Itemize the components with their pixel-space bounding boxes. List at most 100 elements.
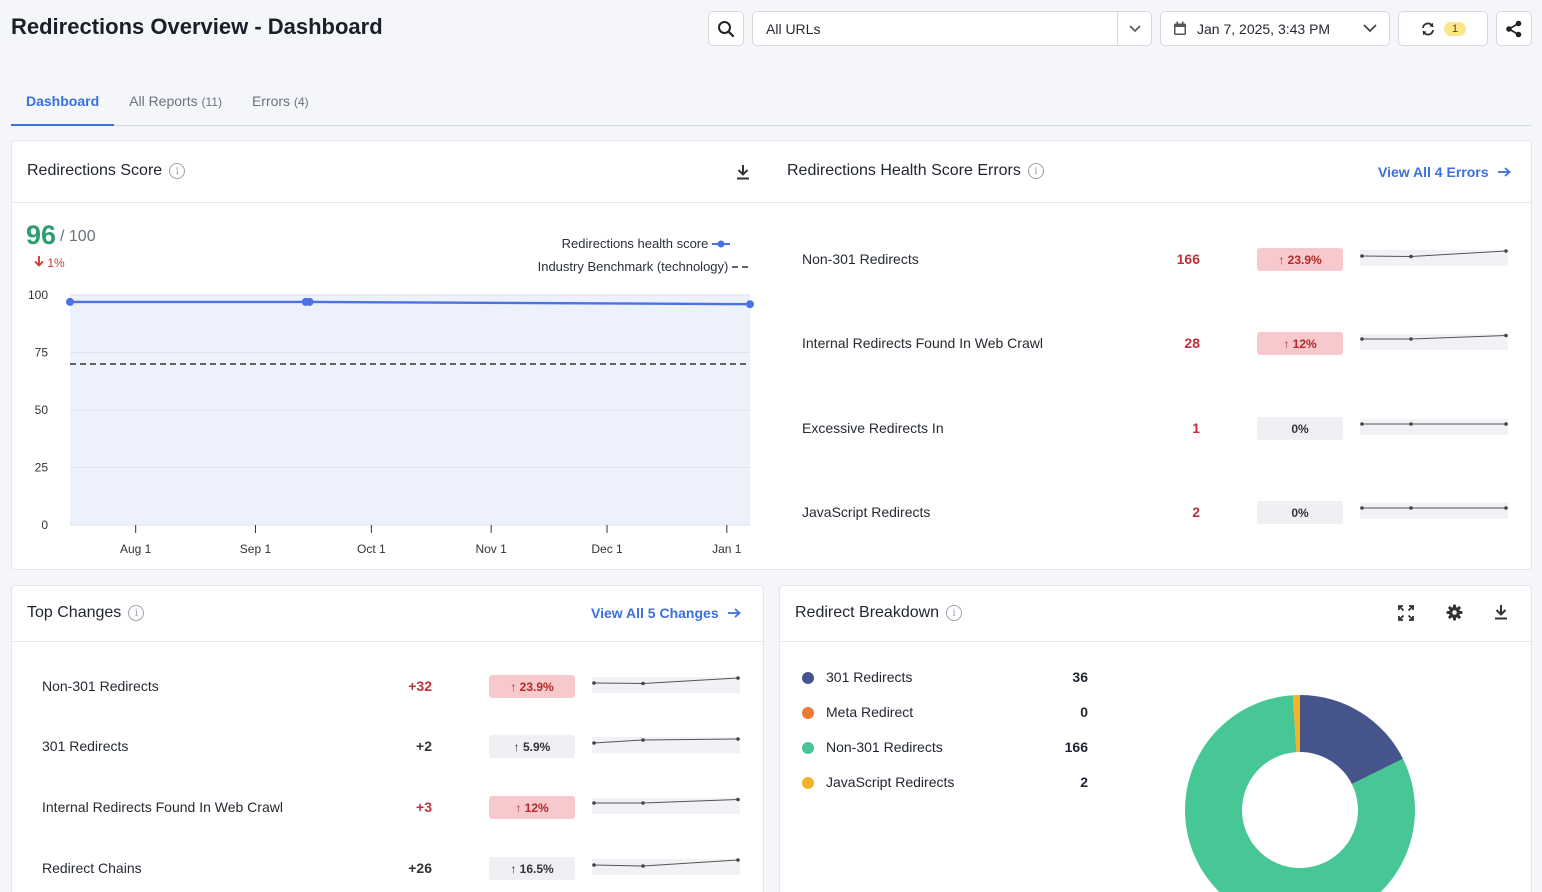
legend-label: Meta Redirect — [826, 704, 914, 720]
search-icon — [718, 20, 735, 37]
sparkline-point — [1409, 337, 1413, 341]
donut-slice[interactable] — [1185, 695, 1415, 892]
health-error-row[interactable]: Excessive Redirects In 1 0% — [802, 417, 1512, 441]
info-icon[interactable]: i — [128, 605, 145, 621]
y-tick-label: 100 — [28, 288, 48, 302]
row-value: 1 — [1192, 420, 1200, 436]
page-title: Redirections Overview - Dashboard — [11, 14, 383, 39]
sparkline — [592, 676, 740, 693]
sparkline — [1360, 333, 1508, 350]
sparkline-point — [736, 858, 740, 862]
sparkline-point — [641, 738, 645, 742]
gear-icon[interactable] — [1446, 604, 1463, 621]
change-badge: ↑ 5.9% — [489, 735, 575, 758]
row-label: Internal Redirects Found In Web Crawl — [42, 799, 283, 815]
sparkline-point — [1409, 254, 1413, 259]
view-all-changes-link[interactable]: View All 5 Changes — [591, 605, 741, 621]
breakdown-legend-item[interactable]: Non-301 Redirects 166 — [802, 738, 1092, 758]
info-icon[interactable]: i — [1027, 163, 1044, 179]
row-label: 301 Redirects — [42, 738, 129, 754]
sparkline — [592, 858, 740, 875]
legend-label: Non-301 Redirects — [826, 739, 943, 755]
breakdown-legend-item[interactable]: Meta Redirect 0 — [802, 703, 1092, 723]
download-icon[interactable] — [736, 164, 750, 180]
sparkline-point — [1504, 249, 1508, 253]
sync-icon — [1422, 22, 1434, 35]
top-change-row[interactable]: Internal Redirects Found In Web Crawl +3 ↑… — [42, 796, 742, 820]
legend-value: 166 — [1064, 739, 1088, 755]
sparkline-point — [1360, 506, 1364, 510]
x-tick-label: Aug 1 — [120, 542, 152, 556]
health-score-point[interactable] — [746, 300, 754, 309]
x-tick-label: Sep 1 — [240, 542, 272, 556]
legend-dot — [802, 777, 814, 789]
row-value: +26 — [408, 860, 432, 876]
tab-errors[interactable]: Errors (4) — [251, 93, 309, 109]
health-error-row[interactable]: Non-301 Redirects 166 ↑ 23.9% — [802, 248, 1512, 272]
sync-button[interactable]: 1 — [1398, 11, 1488, 46]
sparkline-point — [592, 801, 596, 805]
row-value: 166 — [1176, 251, 1200, 267]
x-tick-label: Nov 1 — [475, 542, 507, 556]
row-label: Excessive Redirects In — [802, 420, 944, 436]
sparkline — [592, 797, 740, 814]
sparkline-point — [1360, 337, 1364, 341]
sparkline — [1360, 419, 1508, 435]
donut-slice[interactable] — [1300, 695, 1403, 785]
top-changes-header: Top Changes i View All 5 Changes — [12, 586, 763, 642]
change-badge: ↑ 23.9% — [489, 675, 575, 698]
row-value: +2 — [416, 738, 432, 754]
donut-slice[interactable] — [1292, 695, 1300, 753]
arrow-down-icon — [34, 256, 44, 267]
legend-dot — [802, 707, 814, 719]
expand-icon[interactable] — [1398, 605, 1414, 621]
legend-value: 36 — [1072, 669, 1088, 685]
share-button[interactable] — [1496, 11, 1532, 46]
sparkline-point — [592, 863, 596, 867]
url-filter-select[interactable]: All URLs — [752, 11, 1152, 46]
legend-line-marker — [712, 240, 730, 248]
score-card-title: Redirections Score i — [27, 162, 186, 180]
top-change-row[interactable]: Non-301 Redirects +32 ↑ 23.9% — [42, 675, 742, 699]
view-all-errors-link[interactable]: View All 4 Errors — [1378, 164, 1511, 180]
search-button[interactable] — [708, 11, 744, 46]
tab-dashboard[interactable]: Dashboard — [11, 80, 115, 126]
redirect-breakdown-donut — [1185, 695, 1415, 892]
sync-count-badge: 1 — [1443, 21, 1467, 36]
info-icon[interactable]: i — [169, 163, 186, 179]
score-value: 96 — [26, 220, 57, 250]
change-badge: ↑ 16.5% — [489, 857, 575, 880]
legend-value: 2 — [1080, 774, 1088, 790]
breakdown-title: Redirect Breakdown i — [795, 604, 963, 622]
sparkline — [1360, 249, 1508, 266]
download-icon[interactable] — [1494, 604, 1508, 620]
sparkline-point — [1504, 422, 1508, 426]
sparkline-point — [736, 737, 740, 741]
legend-benchmark: Industry Benchmark (technology) — [538, 259, 750, 274]
sparkline-point — [1409, 506, 1413, 510]
sparkline — [1360, 503, 1508, 519]
health-error-row[interactable]: JavaScript Redirects 2 0% — [802, 501, 1512, 525]
row-label: Redirect Chains — [42, 860, 142, 876]
chevron-down-icon[interactable] — [1117, 12, 1151, 45]
breakdown-legend-item[interactable]: 301 Redirects 36 — [802, 668, 1092, 688]
tab-all-reports[interactable]: All Reports (11) — [129, 93, 222, 109]
chevron-down-icon — [1363, 24, 1377, 33]
x-tick-label: Dec 1 — [591, 542, 623, 556]
sparkline-point — [641, 801, 645, 805]
arrow-right-icon — [727, 608, 741, 618]
change-badge: ↑ 23.9% — [1257, 248, 1343, 271]
info-icon[interactable]: i — [946, 605, 963, 621]
top-change-row[interactable]: Redirect Chains +26 ↑ 16.5% — [42, 857, 742, 881]
health-score-chart: 100 75 50 25 0 Aug 1 Sep 1 Oct 1 Nov 1 Dec 1 Jan 1 — [28, 288, 754, 556]
legend-dot — [802, 672, 814, 684]
sparkline-point — [641, 681, 645, 686]
top-change-row[interactable]: 301 Redirects +2 ↑ 5.9% — [42, 735, 742, 759]
health-error-row[interactable]: Internal Redirects Found In Web Crawl 28 ↑… — [802, 332, 1512, 356]
health-score-point[interactable] — [66, 297, 74, 306]
row-label: JavaScript Redirects — [802, 504, 931, 520]
date-picker[interactable]: Jan 7, 2025, 3:43 PM — [1160, 11, 1390, 46]
health-score-point[interactable] — [305, 297, 314, 306]
breakdown-legend-item[interactable]: JavaScript Redirects 2 — [802, 773, 1092, 793]
legend-health-score: Redirections health score — [562, 236, 730, 251]
